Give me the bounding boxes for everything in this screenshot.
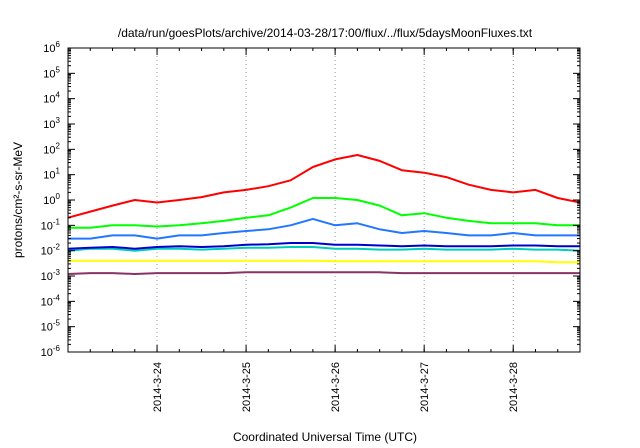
series-line-7 bbox=[67, 271, 580, 275]
y-tick-label: 105 bbox=[43, 65, 60, 80]
x-tick-label: 2014-3-24 bbox=[152, 362, 164, 412]
x-axis-label: Coordinated Universal Time (UTC) bbox=[233, 430, 417, 444]
y-tick-base: 10 bbox=[43, 94, 55, 106]
y-tick-exponent: -3 bbox=[53, 268, 61, 277]
y-tick-base: 10 bbox=[41, 296, 53, 308]
y-tick-base: 10 bbox=[43, 144, 55, 156]
y-tick-exponent: 2 bbox=[56, 141, 61, 150]
grid-lines bbox=[156, 48, 514, 352]
x-tick-label: 2014-3-26 bbox=[330, 362, 342, 412]
y-tick-base: 10 bbox=[43, 195, 55, 207]
y-tick-base: 10 bbox=[43, 170, 55, 182]
y-tick-base: 10 bbox=[41, 271, 53, 283]
y-tick-label: 103 bbox=[43, 116, 60, 131]
y-tick-exponent: -5 bbox=[53, 319, 61, 328]
series-line-4 bbox=[67, 246, 581, 252]
x-axis: 2014-3-24 2014-3-25 2014-3-26 2014-3-27 2014… bbox=[89, 48, 559, 412]
y-tick-base: 10 bbox=[43, 68, 55, 80]
y-tick-label: 10-6 bbox=[41, 344, 61, 359]
series-line-5 bbox=[67, 242, 580, 250]
x-tick-label: 2014-3-25 bbox=[241, 362, 253, 412]
x-tick-label: 2014-3-28 bbox=[508, 362, 520, 412]
x-tick-label: 2014-3-27 bbox=[419, 362, 431, 412]
y-tick-base: 10 bbox=[41, 322, 53, 334]
y-tick-exponent: 3 bbox=[56, 116, 61, 125]
y-tick-base: 10 bbox=[43, 43, 55, 55]
y-tick-base: 10 bbox=[41, 220, 53, 232]
y-tick-label: 10-5 bbox=[41, 319, 61, 334]
y-tick-label: 10-1 bbox=[41, 217, 61, 232]
y-tick-base: 10 bbox=[43, 119, 55, 131]
y-axis-label: protons/cm²-s-sr-MeV bbox=[11, 142, 25, 258]
y-tick-label: 100 bbox=[43, 192, 60, 207]
series-line-6 bbox=[68, 259, 580, 264]
series-lines bbox=[67, 154, 581, 275]
y-tick-exponent: -2 bbox=[53, 243, 61, 252]
y-tick-label: 106 bbox=[43, 40, 60, 55]
y-tick-exponent: 1 bbox=[56, 167, 61, 176]
y-axis: 10-610-510-410-310-210-11001011021031041… bbox=[41, 40, 580, 359]
y-tick-exponent: -1 bbox=[53, 217, 61, 226]
y-tick-exponent: -6 bbox=[53, 344, 61, 353]
y-tick-label: 10-2 bbox=[41, 243, 61, 258]
y-tick-label: 10-4 bbox=[41, 293, 61, 308]
y-tick-exponent: 5 bbox=[56, 65, 61, 74]
chart-title: /data/run/goesPlots/archive/2014-03-28/1… bbox=[118, 26, 533, 40]
y-tick-label: 10-3 bbox=[41, 268, 61, 283]
plot-frame bbox=[67, 47, 581, 353]
y-tick-label: 104 bbox=[43, 91, 60, 106]
y-tick-base: 10 bbox=[41, 246, 53, 258]
y-tick-exponent: 6 bbox=[56, 40, 61, 49]
y-tick-label: 101 bbox=[43, 167, 60, 182]
series-line-1 bbox=[67, 154, 581, 219]
y-tick-exponent: 0 bbox=[56, 192, 61, 201]
series-line-3 bbox=[68, 217, 580, 240]
series-line-2 bbox=[68, 197, 580, 229]
y-axis-label-text: protons/cm²-s-sr-MeV bbox=[11, 142, 25, 258]
y-tick-label: 102 bbox=[43, 141, 60, 156]
y-tick-base: 10 bbox=[41, 347, 53, 359]
y-tick-exponent: 4 bbox=[56, 91, 61, 100]
y-tick-exponent: -4 bbox=[53, 293, 61, 302]
